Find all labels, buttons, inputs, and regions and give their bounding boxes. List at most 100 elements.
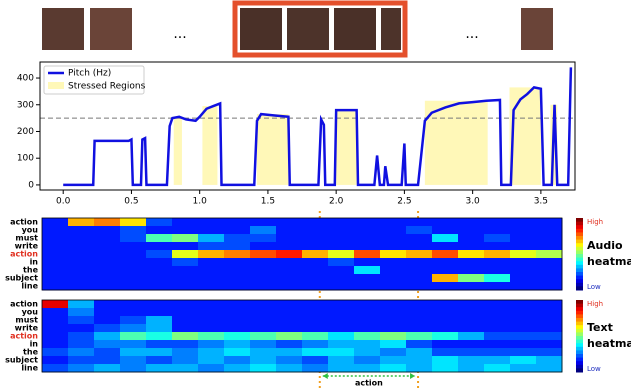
heat-cell [406, 274, 433, 283]
heat-cell [146, 258, 173, 267]
heat-cell [380, 324, 407, 333]
heat-cell [276, 242, 303, 251]
row-label: action [10, 300, 38, 309]
heatmap-title: Text [587, 321, 613, 334]
row-label: line [21, 364, 38, 373]
heat-cell [120, 234, 147, 243]
colorbar-step [576, 239, 583, 244]
heat-cell [224, 282, 251, 291]
heat-cell [250, 364, 277, 373]
heat-cell [536, 356, 563, 365]
heat-cell [172, 250, 199, 259]
heat-cell [172, 340, 199, 349]
heat-cell [198, 274, 225, 283]
heat-cell [42, 258, 69, 267]
heat-cell [484, 324, 511, 333]
heat-cell [172, 234, 199, 243]
heat-cell [120, 324, 147, 333]
heat-cell [510, 258, 537, 267]
y-tick-label: 200 [17, 127, 34, 137]
heat-cell [276, 218, 303, 227]
heat-cell [510, 356, 537, 365]
heat-cell [68, 300, 95, 309]
frame [381, 8, 401, 50]
heat-cell [458, 348, 485, 357]
heat-cell [380, 364, 407, 373]
heat-cell [94, 258, 121, 267]
heat-cell [94, 226, 121, 235]
heat-cell [68, 340, 95, 349]
colorbar-step [576, 350, 583, 355]
colorbar-step [576, 279, 583, 284]
colorbar-step [576, 261, 583, 266]
heat-cell [510, 266, 537, 275]
heat-cell [42, 250, 69, 259]
heat-cell [146, 266, 173, 275]
heat-cell [328, 316, 355, 325]
heat-cell [68, 356, 95, 365]
heat-cell [406, 266, 433, 275]
heat-cell [68, 274, 95, 283]
heat-cell [354, 348, 381, 357]
heat-cell [536, 226, 563, 235]
heat-cell [224, 226, 251, 235]
colorbar-step [576, 232, 583, 237]
heat-cell [42, 316, 69, 325]
heat-cell [354, 356, 381, 365]
colorbar-step [576, 310, 583, 315]
heat-cell [432, 348, 459, 357]
heat-cell [172, 258, 199, 267]
heat-cell [302, 324, 329, 333]
heat-cell [328, 324, 355, 333]
heat-cell [198, 242, 225, 251]
heat-cell [380, 250, 407, 259]
action-label: action [355, 379, 383, 388]
heat-cell [42, 266, 69, 275]
colorbar-step [576, 307, 583, 312]
heat-cell [302, 282, 329, 291]
heat-cell [120, 242, 147, 251]
heat-cell [276, 316, 303, 325]
heat-cell [406, 282, 433, 291]
frame [334, 8, 376, 50]
x-tick-label: 2.5 [397, 197, 411, 207]
colorbar-step [576, 221, 583, 226]
heat-cell [172, 364, 199, 373]
heat-cell [354, 266, 381, 275]
heat-cell [198, 340, 225, 349]
heat-cell [432, 234, 459, 243]
colorbar-step [576, 328, 583, 333]
colorbar-step [576, 254, 583, 259]
heat-cell [172, 226, 199, 235]
heat-cell [120, 300, 147, 309]
frame [521, 8, 553, 50]
heat-cell [406, 242, 433, 251]
heat-cell [42, 300, 69, 309]
heat-cell [536, 282, 563, 291]
stressed-region [424, 100, 488, 185]
heat-cell [458, 250, 485, 259]
heat-cell [146, 324, 173, 333]
heat-cell [354, 364, 381, 373]
heat-cell [536, 316, 563, 325]
colorbar-step [576, 300, 583, 305]
heat-cell [146, 332, 173, 341]
heat-cell [302, 332, 329, 341]
heat-cell [68, 258, 95, 267]
heat-cell [224, 218, 251, 227]
heat-cell [146, 242, 173, 251]
heat-cell [146, 226, 173, 235]
colorbar-high: High [587, 218, 603, 226]
colorbar-step [576, 272, 583, 277]
heat-cell [146, 308, 173, 317]
heat-cell [432, 242, 459, 251]
heat-cell [68, 282, 95, 291]
heat-cell [94, 364, 121, 373]
heat-cell [120, 266, 147, 275]
colorbar-step [576, 246, 583, 251]
heat-cell [432, 226, 459, 235]
heat-cell [94, 250, 121, 259]
heat-cell [354, 250, 381, 259]
heat-cell [328, 234, 355, 243]
